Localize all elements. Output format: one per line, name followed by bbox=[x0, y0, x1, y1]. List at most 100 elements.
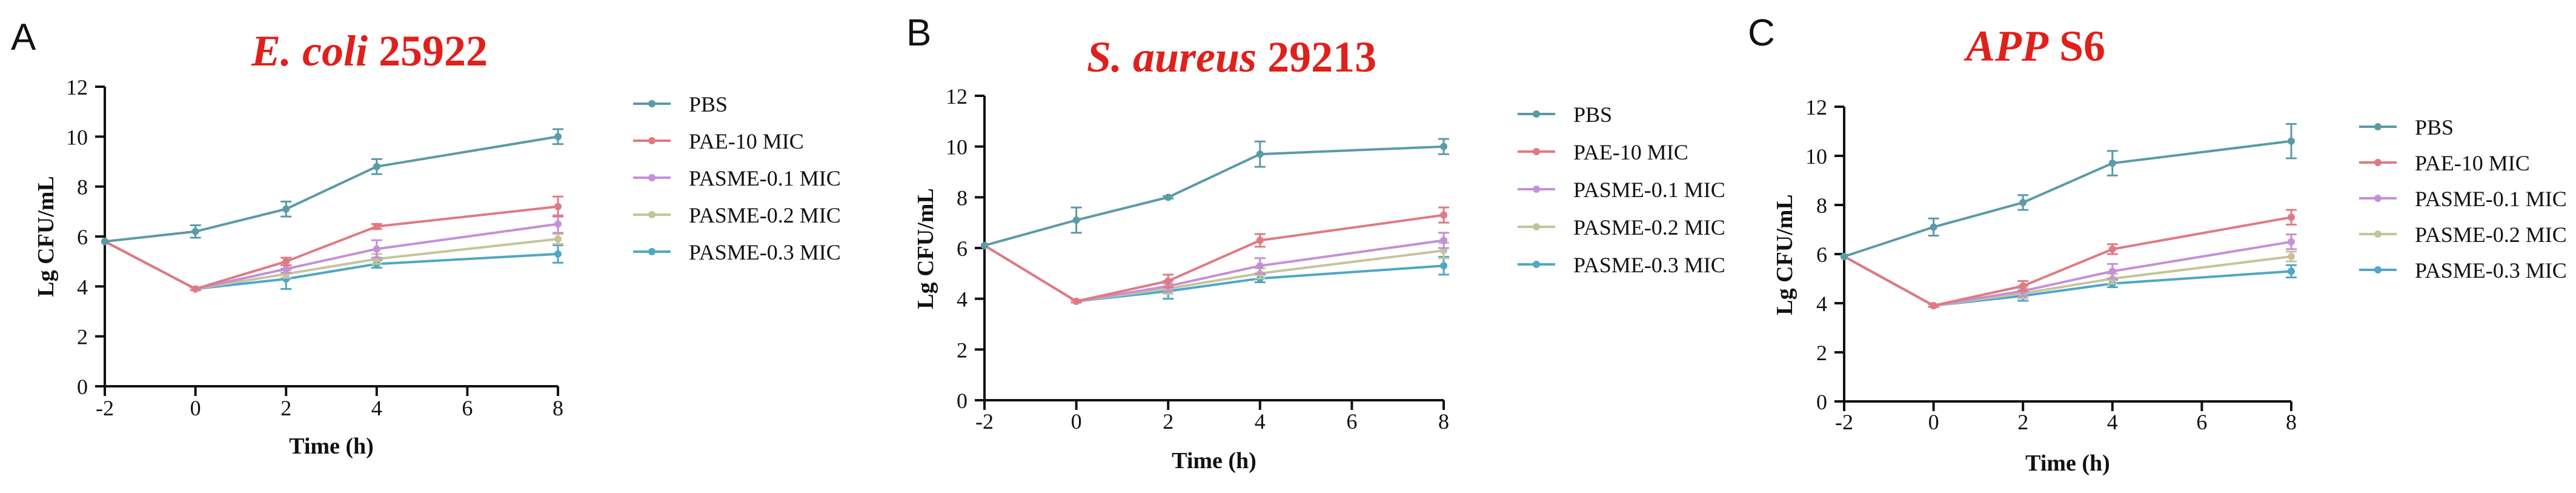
series-pasme-0-1-mic bbox=[981, 232, 1449, 305]
y-tick-label: 10 bbox=[946, 135, 968, 159]
legend-item: PBS bbox=[1518, 102, 1612, 127]
chart-title: APP S6 bbox=[1964, 22, 2105, 70]
data-point bbox=[1930, 223, 1937, 231]
data-point bbox=[2288, 267, 2295, 275]
legend-item: PBS bbox=[633, 92, 728, 116]
series-line bbox=[104, 238, 559, 290]
x-tick-label: 4 bbox=[2107, 410, 2118, 434]
series-pbs bbox=[981, 138, 1449, 249]
data-point bbox=[1256, 150, 1264, 158]
legend-swatch-marker bbox=[1533, 110, 1540, 118]
legend-swatch-marker bbox=[1533, 186, 1540, 193]
legend-label: PASME-0.3 MIC bbox=[689, 240, 841, 264]
data-point bbox=[1072, 297, 1080, 305]
legend-item: PAE-10 MIC bbox=[2359, 151, 2530, 175]
x-tick-label: -2 bbox=[1835, 410, 1853, 434]
legend-item: PASME-0.3 MIC bbox=[633, 240, 841, 264]
legend-item: PASME-0.1 MIC bbox=[2359, 187, 2567, 211]
y-tick-label: 6 bbox=[77, 225, 88, 249]
legend-swatch-marker bbox=[2374, 159, 2382, 166]
legend-item: PAE-10 MIC bbox=[1518, 140, 1688, 164]
series-pasme-0-1-mic bbox=[1841, 233, 2297, 310]
x-tick-label: 0 bbox=[190, 396, 201, 420]
y-tick-label: 4 bbox=[77, 275, 88, 299]
legend-swatch-marker bbox=[648, 100, 656, 107]
y-tick-label: 0 bbox=[77, 375, 88, 399]
legend-label: PASME-0.3 MIC bbox=[1573, 253, 1725, 277]
data-point bbox=[1256, 236, 1264, 244]
chart-title-normal: 29213 bbox=[1256, 33, 1376, 81]
data-point bbox=[554, 250, 562, 258]
data-point bbox=[1440, 262, 1447, 270]
series-line bbox=[983, 244, 1444, 303]
legend-item: PASME-0.2 MIC bbox=[1518, 215, 1725, 240]
legend-label: PASME-0.2 MIC bbox=[1573, 215, 1725, 240]
data-point bbox=[1164, 277, 1172, 285]
data-point bbox=[191, 285, 199, 293]
legend-label: PAE-10 MIC bbox=[2415, 151, 2530, 175]
series-pae-10-mic bbox=[981, 206, 1449, 305]
x-tick-label: 0 bbox=[1928, 410, 1939, 434]
x-tick-label: 8 bbox=[1438, 409, 1449, 434]
data-point bbox=[2288, 238, 2295, 246]
legend-swatch-marker bbox=[2374, 230, 2382, 238]
series-pae-10-mic bbox=[1841, 209, 2297, 310]
data-point bbox=[981, 241, 988, 249]
series-line bbox=[984, 145, 1444, 247]
y-axis-label: Lg CFU/mL bbox=[1772, 194, 1798, 315]
data-point bbox=[1930, 302, 1937, 310]
data-point bbox=[1440, 236, 1447, 244]
legend-label: PASME-0.1 MIC bbox=[2415, 187, 2567, 211]
x-tick-label: 2 bbox=[1163, 409, 1173, 434]
chart-title-italic: S. aureus bbox=[1087, 33, 1256, 81]
series-pasme-0-2-mic bbox=[981, 241, 1449, 305]
legend-label: PASME-0.2 MIC bbox=[2415, 223, 2567, 247]
legend-swatch-marker bbox=[2374, 266, 2382, 273]
series-line bbox=[1844, 139, 2292, 258]
x-axis-label: Time (h) bbox=[2025, 451, 2110, 476]
data-point bbox=[2288, 137, 2295, 145]
y-tick-label: 6 bbox=[957, 236, 968, 261]
chart-title-normal: 25922 bbox=[368, 27, 488, 75]
data-point bbox=[1256, 262, 1264, 270]
y-tick-label: 12 bbox=[1805, 95, 1827, 119]
chart-panel-C: C APP S6 0 2 4 6 8 10 12 -2 0 2 4 6 8 Time (h) Lg CFU/mL… bbox=[1748, 12, 2567, 476]
panel-letter: B bbox=[906, 12, 931, 54]
y-tick-label: 2 bbox=[957, 338, 968, 362]
legend-item: PASME-0.3 MIC bbox=[2359, 258, 2567, 283]
data-point bbox=[1841, 253, 1848, 261]
data-point bbox=[2288, 213, 2295, 221]
legend-label: PBS bbox=[2415, 115, 2454, 139]
legend-item: PASME-0.2 MIC bbox=[633, 203, 841, 227]
data-point bbox=[554, 220, 562, 228]
legend-item: PASME-0.1 MIC bbox=[1518, 178, 1725, 202]
chart-title: E. coli 25922 bbox=[251, 27, 488, 75]
data-point bbox=[2019, 282, 2027, 290]
x-axis-label: Time (h) bbox=[1172, 448, 1256, 474]
data-point bbox=[1440, 143, 1447, 150]
y-tick-label: 4 bbox=[957, 287, 968, 312]
y-tick-label: 8 bbox=[77, 175, 88, 200]
data-point bbox=[1072, 216, 1080, 224]
legend-swatch-marker bbox=[648, 211, 656, 218]
y-tick-label: 10 bbox=[66, 125, 88, 149]
series-pbs bbox=[101, 128, 563, 246]
x-tick-label: 8 bbox=[553, 396, 563, 420]
legend-swatch-marker bbox=[648, 174, 656, 181]
x-tick-label: -2 bbox=[96, 396, 114, 420]
data-point bbox=[2108, 159, 2116, 167]
y-tick-label: 2 bbox=[1816, 341, 1827, 365]
data-point bbox=[554, 203, 562, 210]
legend-label: PASME-0.1 MIC bbox=[689, 166, 841, 190]
x-tick-label: 6 bbox=[462, 396, 473, 420]
x-tick-label: 2 bbox=[2017, 410, 2028, 434]
legend-item: PASME-0.1 MIC bbox=[633, 166, 841, 190]
legend-item: PASME-0.2 MIC bbox=[2359, 223, 2567, 247]
series-line bbox=[1844, 240, 2292, 307]
legend-label: PASME-0.3 MIC bbox=[2415, 258, 2567, 283]
data-point bbox=[191, 227, 199, 235]
y-tick-label: 8 bbox=[1816, 193, 1827, 218]
chart-title-normal: S6 bbox=[2048, 22, 2105, 70]
y-tick-label: 0 bbox=[957, 389, 968, 413]
x-tick-label: 0 bbox=[1071, 409, 1082, 434]
